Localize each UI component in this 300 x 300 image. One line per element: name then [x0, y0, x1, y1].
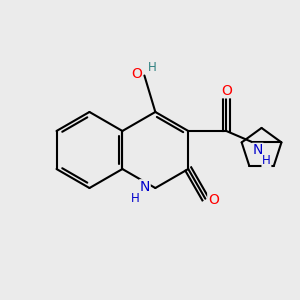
Text: O: O	[131, 67, 142, 81]
Text: H: H	[147, 61, 156, 74]
Text: O: O	[208, 193, 219, 207]
Text: O: O	[221, 84, 232, 98]
Text: H: H	[131, 192, 140, 205]
Text: H: H	[262, 154, 271, 167]
Text: N: N	[140, 180, 150, 194]
Text: N: N	[253, 143, 263, 158]
